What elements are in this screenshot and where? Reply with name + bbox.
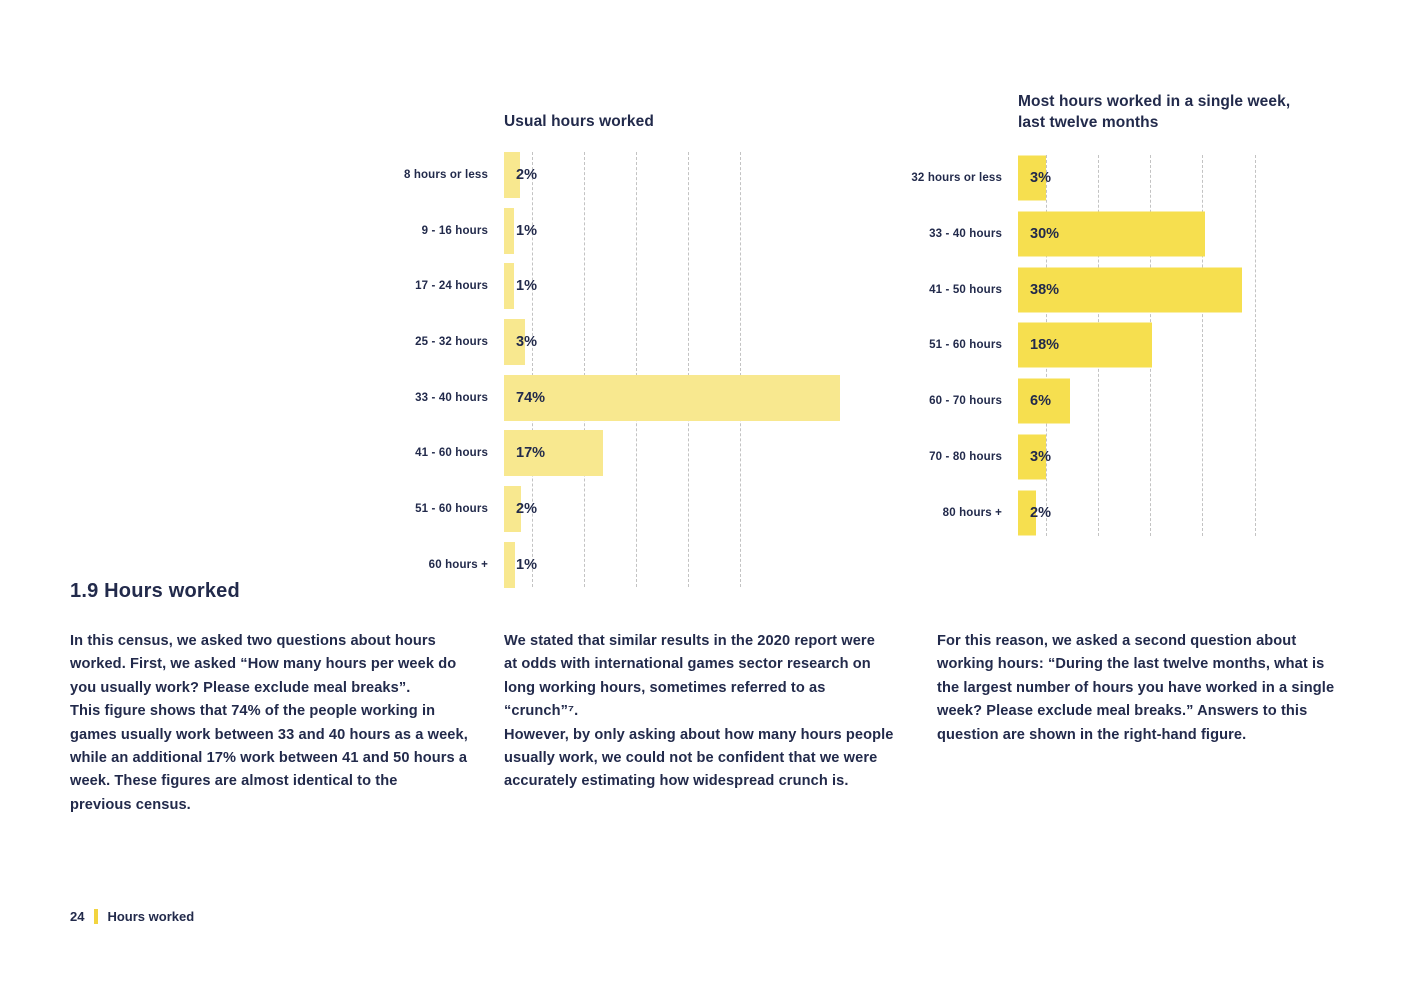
chart-rows: 32 hours or less 3% 33 - 40 hours 30% 41 - 5… xyxy=(814,150,1394,541)
category-label: 60 hours + xyxy=(428,558,488,571)
body-column-1: In this census, we asked two questions a… xyxy=(70,633,468,813)
chart-row: 60 hours + 1% xyxy=(300,537,880,593)
value-label: 2% xyxy=(516,166,537,183)
value-label: 18% xyxy=(1030,337,1060,354)
value-label: 2% xyxy=(1030,504,1051,521)
category-label: 80 hours + xyxy=(942,506,1002,519)
category-label: 41 - 50 hours xyxy=(929,283,1002,296)
category-label: 33 - 40 hours xyxy=(929,227,1002,240)
chart-usual-hours-worked: Usual hours worked 8 hours or less 2% 9 - 1… xyxy=(300,112,880,612)
category-label: 32 hours or less xyxy=(911,171,1002,184)
chart-row: 80 hours + 2% xyxy=(814,485,1394,541)
value-label: 6% xyxy=(1030,393,1051,410)
chart-row: 51 - 60 hours 2% xyxy=(300,481,880,537)
chart-row: 17 - 24 hours 1% xyxy=(300,258,880,314)
value-label: 30% xyxy=(1030,225,1060,242)
section-heading: 1.9 Hours worked xyxy=(70,580,240,602)
bar xyxy=(1018,378,1070,424)
footer-section-label: Hours worked xyxy=(107,909,195,924)
bar xyxy=(504,207,514,254)
value-label: 1% xyxy=(516,278,537,295)
chart-gridlines xyxy=(300,152,880,587)
body-column-3: For this reason, we asked a second quest… xyxy=(937,633,1335,743)
bar xyxy=(504,318,525,365)
bar xyxy=(504,541,515,588)
chart-row: 33 - 40 hours 74% xyxy=(300,370,880,426)
value-label: 3% xyxy=(1030,169,1051,186)
bar xyxy=(504,430,603,477)
category-label: 17 - 24 hours xyxy=(415,280,488,293)
category-label: 70 - 80 hours xyxy=(929,451,1002,464)
bar xyxy=(1018,267,1242,313)
bar xyxy=(1018,434,1046,480)
chart-row: 41 - 50 hours 38% xyxy=(814,262,1394,318)
chart-row: 8 hours or less 2% xyxy=(300,147,880,203)
chart-row: 32 hours or less 3% xyxy=(814,150,1394,206)
bar xyxy=(1018,322,1152,368)
value-label: 3% xyxy=(516,333,537,350)
gridline xyxy=(688,152,689,587)
value-label: 38% xyxy=(1030,281,1060,298)
gridline xyxy=(1255,155,1256,536)
category-label: 41 - 60 hours xyxy=(415,447,488,460)
body-column-2: We stated that similar results in the 20… xyxy=(504,633,894,790)
gridline xyxy=(532,152,533,587)
category-label: 8 hours or less xyxy=(403,168,488,181)
chart-title-line: Most hours worked in a single week, xyxy=(1018,93,1291,110)
gridline xyxy=(740,152,741,587)
value-label: 2% xyxy=(516,500,537,517)
bar xyxy=(504,485,521,532)
chart-row: 25 - 32 hours 3% xyxy=(300,314,880,370)
category-label: 9 - 16 hours xyxy=(421,224,488,237)
category-label: 33 - 40 hours xyxy=(415,391,488,404)
chart-row: 51 - 60 hours 18% xyxy=(814,318,1394,374)
footer-divider xyxy=(94,909,99,924)
value-label: 3% xyxy=(1030,449,1051,466)
chart-row: 33 - 40 hours 30% xyxy=(814,206,1394,262)
value-label: 74% xyxy=(516,389,546,406)
chart-title-line: Usual hours worked xyxy=(504,113,654,130)
category-label: 51 - 60 hours xyxy=(415,502,488,515)
gridline xyxy=(1202,155,1203,536)
bar xyxy=(504,263,514,310)
chart-title: Usual hours worked xyxy=(504,112,880,133)
chart-title-line: last twelve months xyxy=(1018,113,1159,131)
bar xyxy=(1018,155,1046,201)
value-label: 17% xyxy=(516,445,546,462)
chart-rows: 8 hours or less 2% 9 - 16 hours 1% 17 - 24 h… xyxy=(300,147,880,593)
category-label: 60 - 70 hours xyxy=(929,395,1002,408)
chart-title: Most hours worked in a single week, last … xyxy=(1018,92,1394,134)
gridline xyxy=(636,152,637,587)
bar xyxy=(504,151,520,198)
gridline xyxy=(584,152,585,587)
chart-row: 9 - 16 hours 1% xyxy=(300,203,880,259)
bar xyxy=(1018,490,1036,536)
chart-row: 41 - 60 hours 17% xyxy=(300,425,880,481)
chart-row: 60 - 70 hours 6% xyxy=(814,373,1394,429)
category-label: 51 - 60 hours xyxy=(929,339,1002,352)
bar xyxy=(504,374,840,421)
chart-most-hours-single-week: Most hours worked in a single week, last … xyxy=(814,92,1394,562)
value-label: 1% xyxy=(516,222,537,239)
page-number: 24 xyxy=(70,909,85,924)
page-footer: 24 Hours worked xyxy=(70,909,194,924)
category-label: 25 - 32 hours xyxy=(415,335,488,348)
chart-row: 70 - 80 hours 3% xyxy=(814,429,1394,485)
bar xyxy=(1018,211,1205,257)
value-label: 1% xyxy=(516,556,537,573)
